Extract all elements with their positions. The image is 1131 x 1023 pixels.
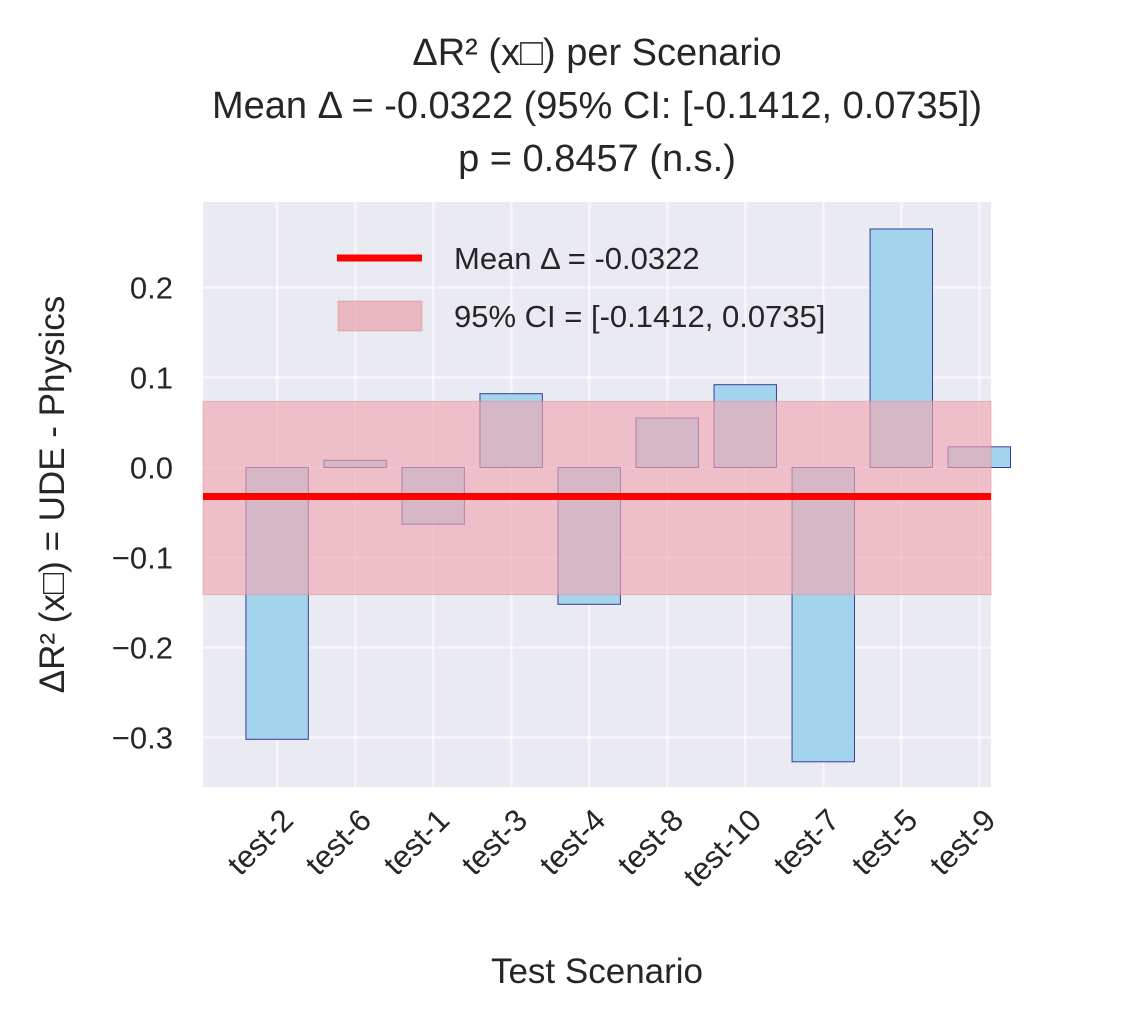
x-tick-label: test-10 — [676, 802, 768, 894]
y-tick-label: 0.0 — [130, 451, 173, 486]
x-tick-label: test-3 — [455, 802, 535, 882]
legend-swatch-ci — [337, 300, 423, 332]
x-axis-ticks: test-2test-6test-1test-3test-4test-8test… — [220, 802, 1002, 894]
y-axis-label: ΔR² (x□) = UDE - Physics — [33, 296, 72, 693]
legend-label: Mean Δ = -0.0322 — [454, 241, 700, 276]
y-tick-label: 0.2 — [130, 271, 173, 306]
x-tick-label: test-5 — [845, 802, 925, 882]
title-line: p = 0.8457 (n.s.) — [458, 138, 736, 180]
title-line: ΔR² (x□) per Scenario — [412, 32, 781, 74]
x-tick-label: test-1 — [377, 802, 457, 882]
x-tick-label: test-9 — [923, 802, 1003, 882]
legend: Mean Δ = -0.0322 95% CI = [-0.1412, 0.073… — [337, 241, 825, 334]
title-line: Mean Δ = -0.0322 (95% CI: [-0.1412, 0.07… — [212, 85, 982, 127]
y-tick-label: −0.1 — [112, 541, 173, 576]
y-tick-label: −0.3 — [112, 721, 173, 756]
x-tick-label: test-6 — [299, 802, 379, 882]
y-tick-label: 0.1 — [130, 361, 173, 396]
x-tick-label: test-2 — [220, 802, 300, 882]
x-tick-label: test-7 — [767, 802, 847, 882]
legend-label: 95% CI = [-0.1412, 0.0735] — [454, 299, 825, 334]
x-tick-label: test-4 — [533, 802, 613, 882]
x-axis-label: Test Scenario — [491, 952, 703, 991]
y-tick-label: −0.2 — [112, 631, 173, 666]
y-axis-ticks: −0.3 −0.2 −0.1 0.0 0.1 0.2 — [112, 271, 173, 756]
chart-title: ΔR² (x□) per Scenario Mean Δ = -0.0322 (9… — [212, 32, 982, 180]
